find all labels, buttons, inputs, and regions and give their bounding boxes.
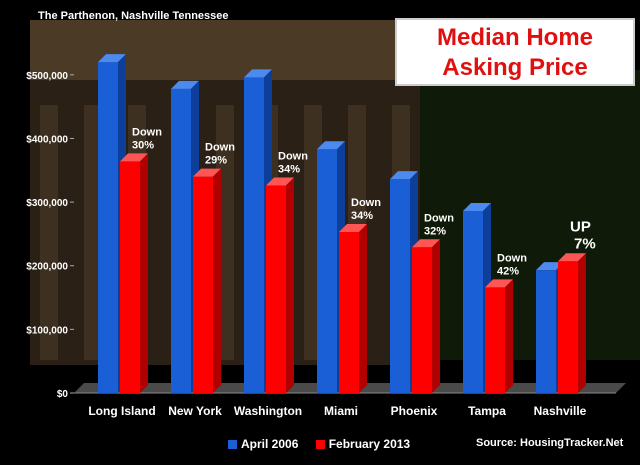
bar-april-2006-long-island [98, 62, 118, 393]
bar-february-2013-washington [266, 185, 286, 393]
change-label-line2-long-island: 30% [132, 139, 154, 151]
x-tick-label-long-island: Long Island [88, 404, 155, 418]
bar-april-2006-new-york-top [171, 80, 199, 89]
bar-april-2006-tampa-top [463, 203, 491, 211]
bar-april-2006-nashville-top [536, 262, 564, 271]
change-label-line2-new-york: 29% [205, 155, 227, 167]
bar-april-2006-nashville [536, 270, 556, 393]
bar-february-2013-nashville [558, 261, 578, 393]
bar-february-2013-new-york [193, 176, 213, 393]
bar-february-2013-long-island [120, 161, 140, 393]
x-tick-label-phoenix: Phoenix [391, 404, 438, 418]
background-photo-tree [420, 70, 640, 360]
legend-item-february-2013: February 2013 [315, 437, 411, 451]
change-label-line1-new-york: Down [205, 142, 235, 154]
bar-april-2006-phoenix-top [390, 171, 418, 180]
bar-april-2006-washington-top [244, 69, 272, 78]
x-tick-label-washington: Washington [234, 404, 302, 418]
bar-february-2013-new-york-side [213, 168, 221, 393]
background-photo-pediment [30, 20, 440, 80]
change-label-line1-nashville: UP [570, 218, 591, 235]
bar-february-2013-nashville-top [558, 253, 586, 262]
legend-label-april-2006: April 2006 [241, 437, 299, 451]
change-label-line1-washington: Down [278, 151, 308, 163]
change-label-line1-tampa: Down [497, 252, 527, 264]
bar-february-2013-miami-top [339, 224, 367, 232]
y-tick-label: $200,000 [26, 262, 68, 273]
background-photo-column [84, 105, 102, 360]
y-tick-label: $400,000 [26, 134, 68, 145]
bar-february-2013-long-island-side [140, 153, 148, 393]
bar-february-2013-phoenix [412, 247, 432, 393]
bar-february-2013-tampa-side [505, 279, 513, 393]
y-tick-label: $300,000 [26, 198, 68, 209]
y-tick-label: $500,000 [26, 71, 68, 82]
bar-april-2006-long-island-top [98, 54, 126, 63]
bar-february-2013-tampa [485, 287, 505, 393]
legend-swatch-red [315, 440, 325, 449]
bar-april-2006-new-york [171, 88, 191, 394]
change-label-line1-long-island: Down [132, 126, 162, 138]
chart-title: Median Home Asking Price [395, 18, 635, 86]
bar-april-2006-miami-top [317, 141, 345, 150]
change-label-line2-miami: 34% [351, 210, 373, 222]
y-tick-label: $0 [57, 389, 69, 400]
change-label-line2-phoenix: 32% [424, 225, 446, 237]
bar-february-2013-new-york-top [193, 168, 221, 177]
legend-label-february-2013: February 2013 [328, 437, 411, 451]
change-label-line2-nashville: 7% [574, 235, 596, 252]
x-tick-label-new-york: New York [168, 404, 222, 418]
bar-february-2013-washington-top [266, 177, 294, 186]
bar-april-2006-miami [317, 149, 337, 393]
bar-february-2013-miami [339, 232, 359, 393]
bar-february-2013-miami-side [359, 224, 367, 393]
title-line-1: Median Home [436, 24, 594, 51]
change-label-line1-phoenix: Down [424, 212, 454, 224]
bar-february-2013-tampa-top [485, 279, 513, 288]
x-tick-label-miami: Miami [324, 404, 358, 418]
bar-february-2013-phoenix-side [432, 239, 440, 393]
change-label-line1-miami: Down [351, 197, 381, 209]
bar-april-2006-washington [244, 77, 264, 393]
bar-february-2013-washington-side [286, 177, 294, 393]
source-note: Source: HousingTracker.Net [476, 437, 624, 449]
change-label-line2-washington: 34% [278, 164, 300, 176]
bar-february-2013-nashville-side [578, 253, 586, 393]
bar-april-2006-tampa [463, 211, 483, 393]
x-tick-label-nashville: Nashville [534, 404, 587, 418]
bar-february-2013-long-island-top [120, 153, 148, 162]
background-photo-column [40, 105, 58, 360]
legend: April 2006 February 2013 [228, 437, 424, 451]
photo-caption: The Parthenon, Nashville Tennessee [38, 10, 229, 22]
x-tick-label-tampa: Tampa [468, 404, 506, 418]
bar-april-2006-phoenix [390, 179, 410, 393]
title-line-2: Asking Price [442, 54, 588, 81]
legend-swatch-blue [228, 440, 237, 449]
legend-item-april-2006: April 2006 [228, 437, 298, 451]
change-label-line2-tampa: 42% [497, 265, 519, 277]
y-tick-label: $100,000 [26, 325, 68, 336]
bar-february-2013-phoenix-top [412, 239, 440, 248]
